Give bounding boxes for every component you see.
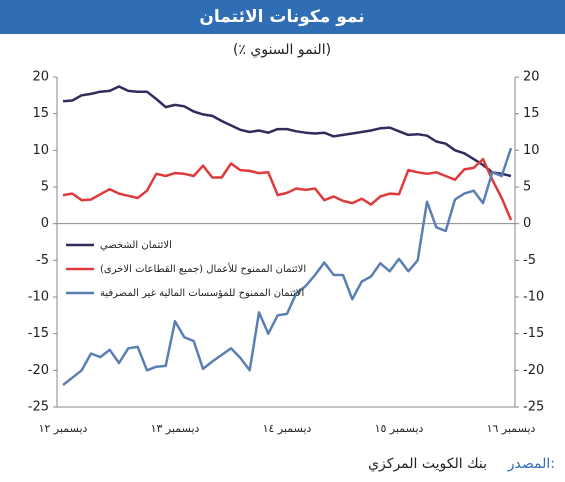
y2-tick-label: -25 bbox=[523, 400, 544, 415]
legend-label: الائتمان الشخصي bbox=[100, 240, 172, 251]
y2-tick-label: -10 bbox=[523, 290, 544, 305]
y2-tick-label: -20 bbox=[523, 363, 544, 378]
y-tick-label: 15 bbox=[32, 106, 49, 121]
series-line bbox=[62, 147, 513, 386]
y2-tick-label: 0 bbox=[523, 216, 531, 231]
x-tick-label: ديسمبر ١٦ bbox=[487, 422, 536, 435]
y-tick-label: -25 bbox=[28, 400, 49, 415]
legend-label: الائتمان الممنوح للمؤسسات المالية غير ال… bbox=[100, 288, 304, 299]
y2-tick-label: -5 bbox=[523, 253, 536, 268]
legend-label: الائتمان الممنوح للأعمال (جميع القطاعات … bbox=[100, 262, 306, 275]
y-tick-label: 20 bbox=[32, 70, 49, 85]
chart-subtitle: (٪ النمو السنوي) bbox=[233, 42, 331, 58]
x-tick-label: ديسمبر ١٥ bbox=[375, 422, 424, 435]
y-tick-label: -15 bbox=[28, 326, 49, 341]
source-text: بنك الكويت المركزي bbox=[368, 456, 487, 472]
series-line bbox=[62, 85, 512, 178]
y-tick-label: 0 bbox=[41, 216, 49, 231]
y2-tick-label: 20 bbox=[523, 70, 540, 85]
source-label: المصدر: bbox=[507, 456, 555, 472]
title-bar bbox=[0, 0, 565, 34]
chart-title: نمو مكونات الائتمان bbox=[199, 7, 364, 27]
y2-tick-label: -15 bbox=[523, 326, 544, 341]
y-tick-label: -20 bbox=[28, 363, 49, 378]
x-tick-label: ديسمبر ١٤ bbox=[263, 422, 312, 435]
x-tick-label: ديسمبر ١٣ bbox=[151, 422, 200, 435]
y-tick-label: -5 bbox=[36, 253, 49, 268]
y-tick-label: -10 bbox=[28, 290, 49, 305]
y2-tick-label: 15 bbox=[523, 106, 540, 121]
y2-tick-label: 5 bbox=[523, 180, 531, 195]
y2-tick-label: 10 bbox=[523, 143, 540, 158]
x-tick-label: ديسمبر ١٢ bbox=[39, 422, 88, 435]
y-tick-label: 10 bbox=[32, 143, 49, 158]
series-line bbox=[62, 157, 513, 221]
y-tick-label: 5 bbox=[41, 180, 49, 195]
